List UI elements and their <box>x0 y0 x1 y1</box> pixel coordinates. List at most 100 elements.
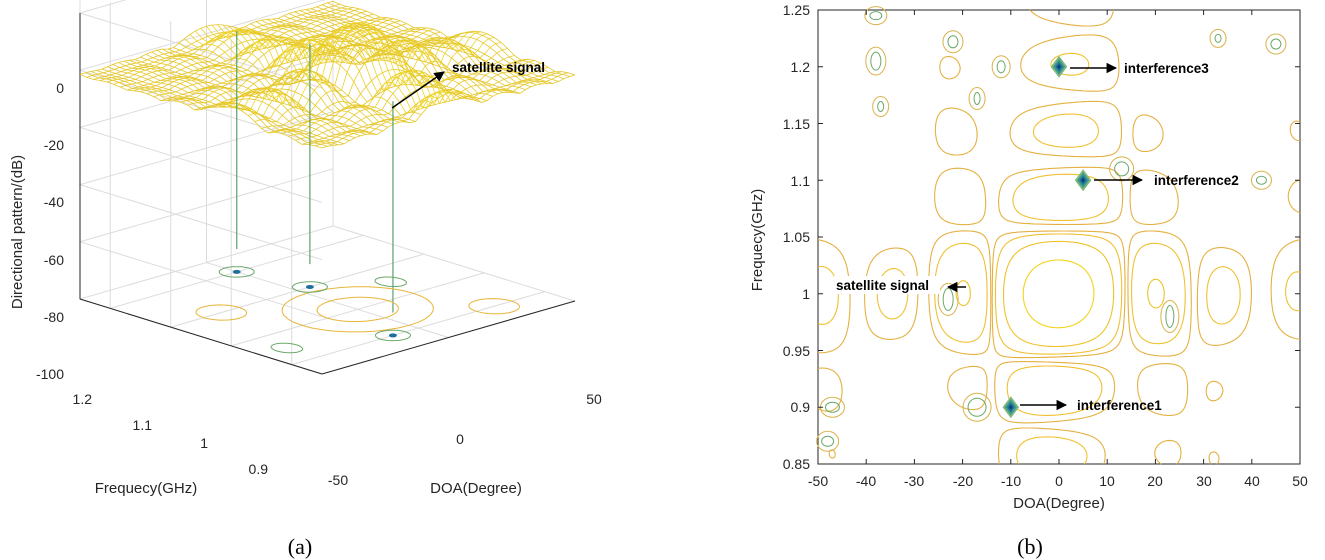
x-tick-label: -50 <box>328 472 348 488</box>
y-tick-label: 1.2 <box>73 391 93 407</box>
panel-a-annotation-satellite: satellite signal <box>391 60 545 109</box>
panel-b-x-ticks: -50 -40 -30 -20 -10 0 10 20 30 40 50 <box>808 473 1308 489</box>
y-tick-label: 0.85 <box>783 456 810 472</box>
floor-contour <box>468 298 520 315</box>
contour-lobe <box>869 11 883 21</box>
z-tick-label: -60 <box>44 252 64 268</box>
mesh-line <box>228 25 471 102</box>
panel-a-x-axis-label: DOA(Degree) <box>430 480 522 497</box>
floor-null-marker <box>388 333 397 338</box>
contour-level <box>817 9 1301 465</box>
mesh-line <box>101 68 345 145</box>
contour-lobe <box>967 397 987 417</box>
mesh-line <box>200 25 444 110</box>
panel-b-y-axis-label: Frequecy(GHz) <box>749 189 766 292</box>
contour-lobe <box>1214 33 1222 43</box>
annotation-label: satellite signal <box>836 278 929 293</box>
mesh-line <box>195 29 438 111</box>
mesh-line <box>178 42 422 116</box>
contour-lobe-outer <box>1265 33 1287 55</box>
x-tick-label: -40 <box>856 473 876 489</box>
x-tick-label: 0 <box>456 431 464 447</box>
y-tick-label: 1.1 <box>133 417 153 433</box>
mesh-line <box>140 56 383 132</box>
contour-level <box>1022 259 1095 329</box>
x-tick-label: -10 <box>1001 473 1021 489</box>
mesh-line <box>189 34 433 113</box>
y-tick-label: 1 <box>802 286 810 302</box>
mesh-line <box>244 26 488 101</box>
x-tick-label: 0 <box>1055 473 1063 489</box>
contour-lobe-outer <box>1160 299 1180 333</box>
mesh-line <box>113 10 367 85</box>
floor-null-marker <box>232 269 241 274</box>
mesh-line <box>332 0 576 76</box>
panel-a-3d-box <box>78 0 576 375</box>
floor-contour <box>281 286 434 333</box>
mesh-line <box>145 53 389 128</box>
annotation-label: satellite signal <box>452 60 545 75</box>
panel-b-tick-marks <box>817 9 1301 465</box>
panel-a-floor-contours <box>195 266 520 354</box>
contour-lobe-outer <box>942 30 964 54</box>
floor-contour <box>291 281 328 293</box>
x-tick-label: 10 <box>1099 473 1115 489</box>
contour-lobe-outer <box>968 87 986 111</box>
x-tick-label: -30 <box>904 473 924 489</box>
z-tick-label: 0 <box>56 80 64 96</box>
contour-lobe-outer <box>962 392 992 422</box>
mesh-line <box>239 28 482 103</box>
contour-lobe-outer <box>865 46 887 76</box>
mesh-line <box>96 70 339 146</box>
panel-a-y-ticks: 1.2 1.1 1 0.9 <box>73 391 269 477</box>
panel-a-surface-mesh <box>79 0 576 313</box>
y-tick-label: 0.9 <box>249 461 269 477</box>
y-tick-label: 0.9 <box>791 399 811 415</box>
mesh-line <box>90 71 334 146</box>
floor-contour <box>374 276 408 287</box>
contour-lobe-outer <box>1250 170 1272 190</box>
mesh-line <box>134 59 378 135</box>
mesh-line <box>217 23 460 105</box>
contour-lobe <box>996 60 1006 74</box>
y-tick-label: 1 <box>200 435 208 451</box>
floor-contour <box>218 266 255 278</box>
floor-contour <box>375 329 411 342</box>
y-tick-label: 1.15 <box>783 116 810 132</box>
caption-b: (b) <box>1017 534 1043 559</box>
contour-lobe <box>1114 161 1130 177</box>
x-tick-label: 50 <box>586 391 602 407</box>
mesh-line <box>310 8 554 84</box>
z-tick-label: -80 <box>44 309 64 325</box>
mesh-line <box>173 47 416 122</box>
annotation-bg <box>834 276 940 294</box>
grid-line <box>291 291 545 366</box>
contour-lobe <box>942 287 954 311</box>
annotation-label: interference1 <box>1077 398 1162 413</box>
x-tick-label: 30 <box>1196 473 1212 489</box>
interference-null-marker <box>1074 169 1092 192</box>
mesh-line <box>222 24 466 103</box>
mesh-line <box>283 15 526 90</box>
panel-b-y-ticks: 1.25 1.2 1.15 1.1 1.05 1 0.95 0.9 0.85 <box>783 2 810 472</box>
contour-lobe-outer <box>816 430 840 452</box>
mesh-line <box>277 18 521 94</box>
panel-b-axes-frame <box>817 9 1301 465</box>
panel-a-surface-plot: 0 -20 -40 -60 -80 -100 1.2 1.1 1 0.9 -50… <box>9 0 602 497</box>
interference-null-marker <box>1050 55 1068 78</box>
grid-line <box>332 225 576 302</box>
contour-level <box>955 240 1165 348</box>
mesh-line <box>112 64 356 139</box>
contour-lobe <box>870 51 882 71</box>
annotation-label: interference2 <box>1154 173 1239 188</box>
panel-a-x-ticks: -50 0 50 <box>328 391 602 488</box>
contour-lobe-outer <box>864 6 888 26</box>
floor-contour <box>270 342 304 354</box>
caption-a: (a) <box>288 534 312 559</box>
panel-b-x-axis-label: DOA(Degree) <box>1013 495 1105 512</box>
floor-contour <box>195 304 248 321</box>
mesh-line <box>288 13 532 88</box>
axis-line <box>321 300 576 375</box>
panel-a-y-axis-label: Frequecy(GHz) <box>95 480 198 497</box>
y-tick-label: 1.25 <box>783 2 810 18</box>
